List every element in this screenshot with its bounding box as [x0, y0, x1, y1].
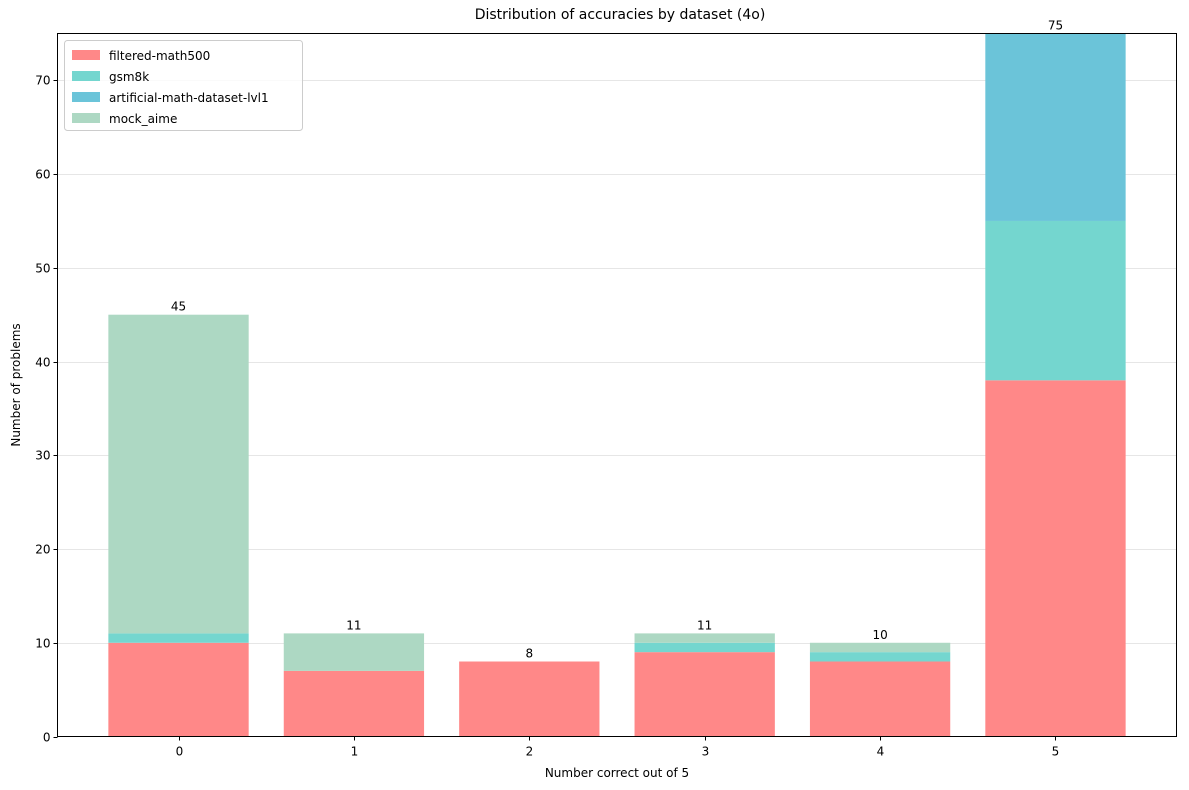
legend-swatch: [72, 92, 100, 102]
x-tick-label: 3: [702, 745, 710, 759]
bar-segment-mock_aime: [809, 642, 951, 653]
bar-segment-filtered-math500: [459, 661, 600, 737]
x-axis: 0 1 2 3 4 5: [176, 736, 1060, 759]
data-label: 11: [697, 618, 712, 632]
x-tick-label: 4: [877, 745, 885, 759]
x-tick-label: 0: [176, 745, 184, 759]
bar-segment-filtered-math500: [809, 661, 951, 737]
plot-frame: [57, 33, 1177, 737]
y-tick-label: 20: [35, 543, 50, 557]
bar-segment-gsm8k: [634, 642, 775, 653]
bar-segment-mock_aime: [108, 314, 249, 634]
bar-segment-mock_aime: [283, 633, 425, 671]
y-tick-label: 60: [35, 168, 50, 182]
bar-segment-filtered-math500: [108, 642, 249, 737]
y-axis-label: Number of problems: [9, 323, 23, 446]
legend-swatch: [72, 71, 100, 81]
data-label: 45: [171, 300, 186, 314]
data-label: 8: [525, 647, 533, 661]
bar-segment-gsm8k: [985, 220, 1126, 381]
bar-segment-mock_aime: [634, 633, 775, 643]
x-tick-label: 1: [351, 745, 359, 759]
y-tick-label: 0: [43, 731, 51, 745]
bar-segment-gsm8k: [809, 652, 951, 662]
y-tick-label: 10: [35, 637, 50, 651]
data-label: 75: [1048, 19, 1063, 33]
legend-label: artificial-math-dataset-lvl1: [109, 91, 269, 105]
legend-label: gsm8k: [109, 70, 149, 84]
bars: [108, 33, 1126, 737]
legend-swatch: [72, 50, 100, 60]
bar-segment-filtered-math500: [634, 652, 775, 737]
legend-label: filtered-math500: [109, 49, 210, 63]
y-axis: 0 10 20 30 40 50 60 70: [35, 74, 58, 745]
x-tick-label: 5: [1052, 745, 1060, 759]
bar-segment-filtered-math500: [283, 670, 425, 737]
legend-swatch: [72, 113, 100, 123]
y-tick-label: 70: [35, 74, 50, 88]
y-tick-label: 30: [35, 449, 50, 463]
bar-segment-filtered-math500: [985, 380, 1126, 737]
legend-label: mock_aime: [109, 112, 177, 126]
data-label: 11: [346, 618, 361, 632]
x-axis-label: Number correct out of 5: [545, 766, 689, 780]
legend-box: [64, 40, 303, 131]
data-labels: 45 11 8 11 10 75: [171, 19, 1063, 661]
x-tick-label: 2: [526, 745, 534, 759]
y-tick-label: 50: [35, 262, 50, 276]
y-tick-label: 40: [35, 356, 50, 370]
data-label: 10: [872, 628, 887, 642]
chart-title: Distribution of accuracies by dataset (4…: [475, 7, 766, 23]
legend: filtered-math500 gsm8k artificial-math-dat…: [64, 40, 303, 131]
bar-segment-artificial-math-dataset-lvl1: [985, 33, 1126, 221]
bar-segment-gsm8k: [108, 633, 249, 643]
